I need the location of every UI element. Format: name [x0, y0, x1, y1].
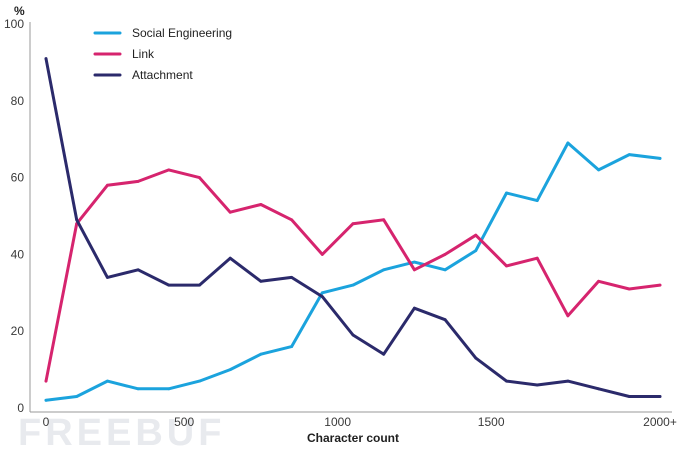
data-point-attachment-10 — [351, 333, 355, 337]
x-tick-label-0: 0 — [43, 415, 50, 429]
data-point-attachment-13 — [443, 318, 447, 322]
data-point-social-engineering-13 — [443, 268, 447, 272]
data-point-attachment-19 — [627, 395, 631, 398]
axes — [29, 22, 672, 413]
data-point-link-20 — [658, 283, 662, 287]
data-point-social-engineering-7 — [259, 352, 263, 356]
data-point-social-engineering-18 — [597, 168, 600, 172]
data-point-attachment-20 — [658, 395, 662, 398]
data-point-social-engineering-3 — [136, 387, 140, 391]
y-tick-label-80: 80 — [11, 94, 25, 108]
data-point-attachment-8 — [290, 276, 293, 279]
legend-label-social-engineering: Social Engineering — [132, 26, 232, 40]
data-point-attachment-5 — [198, 283, 201, 287]
data-point-social-engineering-12 — [413, 260, 416, 264]
data-point-attachment-9 — [320, 295, 324, 298]
watermark-text: FREEBUF — [18, 412, 225, 453]
data-point-link-11 — [382, 218, 386, 222]
data-point-link-8 — [290, 218, 293, 222]
data-point-link-10 — [351, 222, 355, 226]
data-point-attachment-7 — [259, 279, 263, 283]
watermark: FREEBUF — [18, 412, 225, 453]
data-point-link-12 — [413, 268, 416, 272]
series-line-attachment — [44, 57, 662, 398]
data-point-attachment-4 — [167, 283, 171, 287]
data-point-attachment-12 — [413, 306, 416, 310]
data-point-link-13 — [443, 253, 447, 256]
x-tick-label-1000: 1000 — [324, 415, 351, 429]
data-point-link-5 — [198, 176, 201, 180]
data-point-social-engineering-20 — [658, 157, 662, 160]
data-point-social-engineering-17 — [566, 141, 570, 145]
y-tick-label-20: 20 — [11, 324, 25, 338]
data-point-link-2 — [106, 183, 109, 187]
series-line-link — [44, 168, 662, 383]
data-point-social-engineering-10 — [351, 283, 355, 287]
data-point-link-14 — [474, 233, 478, 237]
data-point-attachment-2 — [106, 276, 109, 279]
data-point-attachment-15 — [505, 379, 508, 383]
data-point-attachment-11 — [382, 352, 386, 356]
legend-label-link: Link — [132, 47, 155, 61]
data-point-attachment-16 — [535, 383, 539, 387]
data-point-attachment-17 — [566, 379, 570, 383]
data-point-link-16 — [535, 256, 539, 260]
x-tick-label-2000+: 2000+ — [643, 415, 677, 429]
data-point-link-7 — [259, 203, 263, 206]
data-point-link-3 — [136, 180, 140, 183]
data-point-social-engineering-16 — [535, 199, 539, 203]
y-axis-title: % — [14, 4, 25, 18]
y-tick-label-40: 40 — [11, 247, 25, 261]
data-point-social-engineering-15 — [505, 191, 508, 195]
data-point-social-engineering-11 — [382, 268, 386, 272]
data-point-social-engineering-6 — [228, 368, 232, 371]
data-point-link-15 — [505, 264, 508, 268]
legend-label-attachment: Attachment — [132, 68, 193, 82]
x-tick-label-500: 500 — [174, 415, 194, 429]
data-point-social-engineering-2 — [106, 379, 109, 383]
data-point-link-9 — [320, 253, 324, 256]
data-point-link-0 — [44, 379, 48, 383]
legend: Social Engineering Link Attachment — [93, 26, 232, 82]
y-tick-label-0: 0 — [17, 401, 24, 415]
y-tick-label-100: 100 — [4, 17, 24, 31]
data-point-link-18 — [597, 279, 600, 283]
data-point-social-engineering-5 — [198, 379, 201, 383]
data-point-attachment-6 — [228, 256, 232, 260]
y-tick-label-60: 60 — [11, 171, 25, 185]
x-tick-label-1500: 1500 — [478, 415, 505, 429]
series-lines — [44, 57, 662, 402]
data-point-social-engineering-9 — [320, 291, 324, 295]
data-point-attachment-0 — [44, 57, 48, 60]
data-point-link-4 — [167, 168, 171, 172]
data-point-link-6 — [228, 210, 232, 214]
data-point-attachment-1 — [75, 218, 79, 222]
data-point-link-17 — [566, 314, 570, 318]
data-point-social-engineering-0 — [44, 398, 48, 402]
data-point-social-engineering-4 — [167, 387, 171, 391]
data-point-social-engineering-8 — [290, 345, 293, 348]
data-point-social-engineering-1 — [75, 395, 79, 398]
data-point-attachment-18 — [597, 387, 600, 391]
data-point-attachment-3 — [136, 268, 140, 272]
data-point-link-19 — [627, 287, 631, 291]
x-axis-title: Character count — [307, 431, 399, 445]
data-point-attachment-14 — [474, 356, 478, 360]
data-point-social-engineering-19 — [627, 153, 631, 157]
data-point-social-engineering-14 — [474, 249, 478, 253]
